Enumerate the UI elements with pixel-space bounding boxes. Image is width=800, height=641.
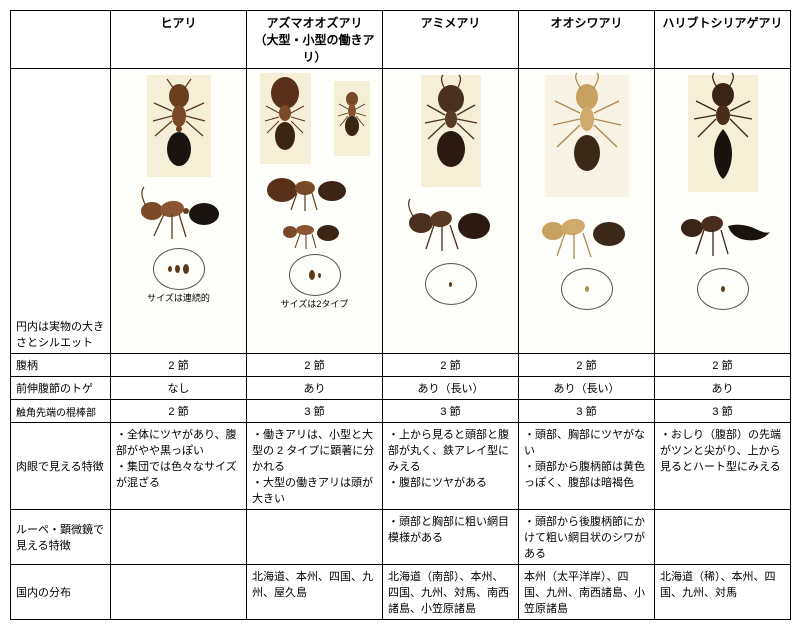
size-circle-ooshiwa bbox=[561, 268, 613, 310]
club-0: 2 節 bbox=[111, 400, 247, 423]
label-naked: 肉眼で見える特徴 bbox=[11, 423, 111, 510]
col-amime: アミメアリ bbox=[383, 11, 519, 69]
petiole-4: 2 節 bbox=[655, 354, 791, 377]
petiole-0: 2 節 bbox=[111, 354, 247, 377]
dist-3: 本州（太平洋岸）、四国、九州、南西諸島、小笠原諸島 bbox=[519, 565, 655, 620]
label-club: 触角先端の棍棒部 bbox=[11, 400, 111, 423]
dist-0 bbox=[111, 565, 247, 620]
img-hiari: サイズは連続的 bbox=[111, 69, 247, 354]
microscope-4 bbox=[655, 510, 791, 565]
size-caption-hiari: サイズは連続的 bbox=[113, 291, 244, 304]
row-microscope: ルーペ・顕微鏡で見える特徴 ・頭部と胸部に粗い網目模様がある ・頭部から後腹柄節… bbox=[11, 510, 791, 565]
col-hiari: ヒアリ bbox=[111, 11, 247, 69]
microscope-2: ・頭部と胸部に粗い網目模様がある bbox=[383, 510, 519, 565]
image-row: 円内は実物の大きさとシルエット サイズは連続的 bbox=[11, 69, 791, 354]
label-dist: 国内の分布 bbox=[11, 565, 111, 620]
row-petiole: 腹柄 2 節 2 節 2 節 2 節 2 節 bbox=[11, 354, 791, 377]
naked-2: ・上から見ると頭部と腹部が丸く、鉄アレイ型にみえる・腹部にツヤがある bbox=[383, 423, 519, 510]
naked-4: ・おしり（腹部）の先端がツンと尖がり、上から見るとハート型にみえる bbox=[655, 423, 791, 510]
club-2: 3 節 bbox=[383, 400, 519, 423]
img-azuma: サイズは2タイプ bbox=[247, 69, 383, 354]
dist-1: 北海道、本州、四国、九州、屋久島 bbox=[247, 565, 383, 620]
size-circle-azuma bbox=[289, 254, 341, 296]
silhouette-label: 円内は実物の大きさとシルエット bbox=[11, 69, 111, 354]
img-ooshiwa bbox=[519, 69, 655, 354]
microscope-1 bbox=[247, 510, 383, 565]
club-3: 3 節 bbox=[519, 400, 655, 423]
spine-4: あり bbox=[655, 377, 791, 400]
size-circle-haributo bbox=[697, 268, 749, 310]
petiole-2: 2 節 bbox=[383, 354, 519, 377]
spine-0: なし bbox=[111, 377, 247, 400]
size-caption-azuma: サイズは2タイプ bbox=[249, 297, 380, 310]
row-dist: 国内の分布 北海道、本州、四国、九州、屋久島 北海道（南部）、本州、四国、九州、… bbox=[11, 565, 791, 620]
naked-3: ・頭部、胸部にツヤがない・頭部から腹柄節は黄色っぽく、腹部は暗褐色 bbox=[519, 423, 655, 510]
col-haributo: ハリブトシリアゲアリ bbox=[655, 11, 791, 69]
naked-0: ・全体にツヤがあり、腹部がやや黒っぽい・集団では色々なサイズが混ざる bbox=[111, 423, 247, 510]
dist-2: 北海道（南部）、本州、四国、九州、対馬、南西諸島、小笠原諸島 bbox=[383, 565, 519, 620]
dist-4: 北海道（稀）、本州、四国、九州、対馬 bbox=[655, 565, 791, 620]
spine-2: あり（長い） bbox=[383, 377, 519, 400]
naked-1: ・働きアリは、小型と大型の 2 タイプに顕著に分かれる・大型の働きアリは頭が大き… bbox=[247, 423, 383, 510]
row-spine: 前伸腹節のトゲ なし あり あり（長い） あり（長い） あり bbox=[11, 377, 791, 400]
row-club: 触角先端の棍棒部 2 節 3 節 3 節 3 節 3 節 bbox=[11, 400, 791, 423]
club-4: 3 節 bbox=[655, 400, 791, 423]
microscope-3: ・頭部から後腹柄節にかけて粗い網目状のシワがある bbox=[519, 510, 655, 565]
spine-1: あり bbox=[247, 377, 383, 400]
row-naked: 肉眼で見える特徴 ・全体にツヤがあり、腹部がやや黒っぽい・集団では色々なサイズが… bbox=[11, 423, 791, 510]
label-spine: 前伸腹節のトゲ bbox=[11, 377, 111, 400]
ant-comparison-table: ヒアリ アズマオオズアリ（大型・小型の働きアリ） アミメアリ オオシワアリ ハリ… bbox=[10, 10, 791, 620]
img-amime bbox=[383, 69, 519, 354]
petiole-1: 2 節 bbox=[247, 354, 383, 377]
img-haributo bbox=[655, 69, 791, 354]
size-circle-amime bbox=[425, 263, 477, 305]
label-microscope: ルーペ・顕微鏡で見える特徴 bbox=[11, 510, 111, 565]
size-circle-hiari bbox=[153, 248, 205, 290]
microscope-0 bbox=[111, 510, 247, 565]
spine-3: あり（長い） bbox=[519, 377, 655, 400]
col-azuma: アズマオオズアリ（大型・小型の働きアリ） bbox=[247, 11, 383, 69]
club-1: 3 節 bbox=[247, 400, 383, 423]
petiole-3: 2 節 bbox=[519, 354, 655, 377]
label-petiole: 腹柄 bbox=[11, 354, 111, 377]
header-row: ヒアリ アズマオオズアリ（大型・小型の働きアリ） アミメアリ オオシワアリ ハリ… bbox=[11, 11, 791, 69]
col-ooshiwa: オオシワアリ bbox=[519, 11, 655, 69]
corner-blank bbox=[11, 11, 111, 69]
